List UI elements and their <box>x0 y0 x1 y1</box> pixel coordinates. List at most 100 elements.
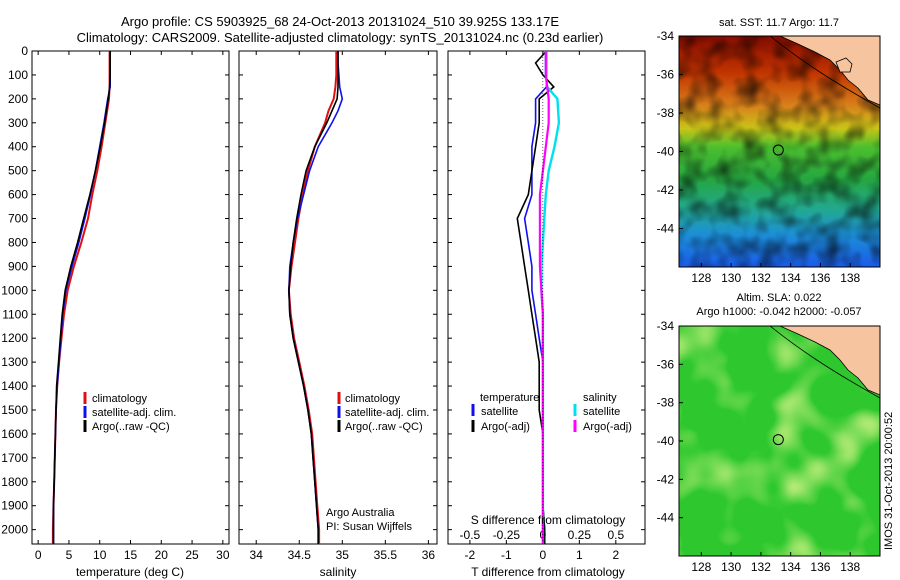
legend-label-climatology: climatology <box>92 393 148 405</box>
figure-title-line2: Climatology: CARS2009. Satellite-adjuste… <box>77 30 604 45</box>
map-x-tick-label: 136 <box>810 560 830 574</box>
series-line-climatology <box>287 51 338 544</box>
x-tick-label: 36 <box>422 548 436 562</box>
figure-title-line1: Argo profile: CS 5903925_68 24-Oct-2013 … <box>121 14 559 29</box>
salinity-xaxis: 34 34.5 35 35.5 36 <box>250 51 436 562</box>
legend-label-s-argo: Argo(-adj) <box>583 421 632 433</box>
map-y-tick-label: -40 <box>657 434 675 448</box>
shelf-contour <box>769 326 880 399</box>
legend-label-argo: Argo(..raw -QC) <box>92 421 170 433</box>
legend-label-satellite: satellite-adj. clim. <box>345 407 429 419</box>
map-x-tick-label: 128 <box>691 560 711 574</box>
salinity-xlabel: salinity <box>320 565 357 579</box>
legend-label-satellite: satellite-adj. clim. <box>92 407 176 419</box>
map-y-tick-label: -36 <box>657 68 675 82</box>
legend-label-climatology: climatology <box>345 393 401 405</box>
x-tick-label: -2 <box>465 548 476 562</box>
depth-tick-label: 200 <box>8 92 28 106</box>
depth-tick-label: 1600 <box>1 427 28 441</box>
map-y-tick-label: -44 <box>657 222 675 236</box>
salinity-panel: 34 34.5 35 35.5 36 salinity climatology sate… <box>238 50 438 579</box>
s-diff-tick-label: 0.25 <box>568 528 592 542</box>
x-tick-label: 1 <box>576 548 583 562</box>
legend-header-salinity: salinity <box>583 392 617 404</box>
depth-tick-label: 1500 <box>1 403 28 417</box>
map-y-tick-label: -38 <box>657 106 675 120</box>
map-x-tick-label: 130 <box>721 560 741 574</box>
x-tick-label: 10 <box>93 548 107 562</box>
legend-label-t-satellite: satellite <box>481 406 518 418</box>
map-y-tick-label: -42 <box>657 183 675 197</box>
s-difference-label: S difference from climatology <box>471 513 626 527</box>
temperature-xaxis: 0 5 10 15 20 25 30 <box>35 51 230 562</box>
temperature-panel: 0100200300400500600700800900100011001200… <box>1 44 645 579</box>
map-x-tick-label: 132 <box>751 560 771 574</box>
legend-label-t-argo: Argo(-adj) <box>481 421 530 433</box>
legend-header-temperature: temperature <box>480 392 539 404</box>
series-line-climatology <box>51 51 111 544</box>
map-y-tick-label: -36 <box>657 357 675 371</box>
x-tick-label: 30 <box>216 548 230 562</box>
annotation-pi: PI: Susan Wijffels <box>326 521 412 533</box>
s-diff-tick-label: -0.5 <box>460 528 481 542</box>
annotation-institution: Argo Australia <box>326 507 395 519</box>
x-tick-label: 2 <box>612 548 619 562</box>
x-tick-label: 20 <box>155 548 169 562</box>
s-diff-tick-label: 0.5 <box>607 528 624 542</box>
profile-location-marker <box>772 434 784 446</box>
depth-tick-label: 1900 <box>1 499 28 513</box>
x-tick-label: 34 <box>250 548 264 562</box>
salinity-axes <box>238 50 438 545</box>
map-x-tick-label: 138 <box>840 560 860 574</box>
legend-label-argo: Argo(..raw -QC) <box>345 421 423 433</box>
difference-axes <box>447 50 646 545</box>
sla-map-ticks: 128 130 132 134 136 138 -34 -36 -38 -40 -42 -44 <box>657 319 861 574</box>
temperature-xlabel: temperature (deg C) <box>76 565 184 579</box>
map-y-tick-label: -44 <box>657 511 675 525</box>
map-x-tick-label: 134 <box>781 271 801 285</box>
map-y-tick-label: -34 <box>657 29 675 43</box>
series-line-salinity-argo-adj <box>538 51 550 544</box>
depth-tick-label: 1000 <box>1 283 28 297</box>
map-x-tick-label: 128 <box>691 271 711 285</box>
x-tick-label: 34.5 <box>288 548 312 562</box>
x-tick-label: 15 <box>124 548 138 562</box>
x-tick-label: 0 <box>540 548 547 562</box>
map-y-tick-label: -34 <box>657 319 675 333</box>
timestamp-stamp: IMOS 31-Oct-2013 20:00:52 <box>883 412 895 550</box>
difference-series <box>516 50 561 544</box>
x-tick-label: 5 <box>66 548 73 562</box>
series-line-satellite-adj-clim <box>52 51 111 544</box>
temperature-axes <box>31 50 230 545</box>
depth-tick-label: 700 <box>8 212 28 226</box>
series-line-argo-raw-qc <box>52 51 111 544</box>
depth-tick-label: 1200 <box>1 331 28 345</box>
land-mass <box>779 326 880 396</box>
t-difference-xlabel: T difference from climatology <box>471 565 625 579</box>
difference-legend: temperature satellite Argo(-adj) salinit… <box>471 392 632 433</box>
sla-map-panel: Altim. SLA: 0.022 Argo h1000: -0.042 h20… <box>657 292 881 574</box>
s-diff-tick-label: -0.25 <box>493 528 521 542</box>
map-x-tick-label: 134 <box>781 560 801 574</box>
s-difference-xaxis: -0.5 -0.25 0 0.25 0.5 <box>460 528 625 542</box>
depth-tick-label: 0 <box>21 44 28 58</box>
shelf-contour <box>769 36 880 109</box>
t-difference-xaxis: -2 -1 0 1 2 <box>465 51 619 562</box>
sla-map-subtitle: Argo h1000: -0.042 h2000: -0.057 <box>696 306 861 318</box>
profile-location-marker <box>772 144 784 156</box>
island <box>835 57 853 73</box>
depth-tick-label: 100 <box>8 68 28 82</box>
x-tick-label: 25 <box>185 548 199 562</box>
series-line-argo-raw-qc <box>288 51 339 544</box>
depth-tick-label: 600 <box>8 188 28 202</box>
depth-tick-label: 900 <box>8 259 28 273</box>
depth-tick-label: 800 <box>8 235 28 249</box>
sst-map-title: sat. SST: 11.7 Argo: 11.7 <box>719 17 839 29</box>
sla-map-title: Altim. SLA: 0.022 <box>737 292 822 304</box>
depth-tick-label: 400 <box>8 140 28 154</box>
depth-tick-label: 2000 <box>1 523 28 537</box>
x-tick-label: 35.5 <box>374 548 398 562</box>
map-x-tick-label: 130 <box>721 271 741 285</box>
map-x-tick-label: 136 <box>810 271 830 285</box>
